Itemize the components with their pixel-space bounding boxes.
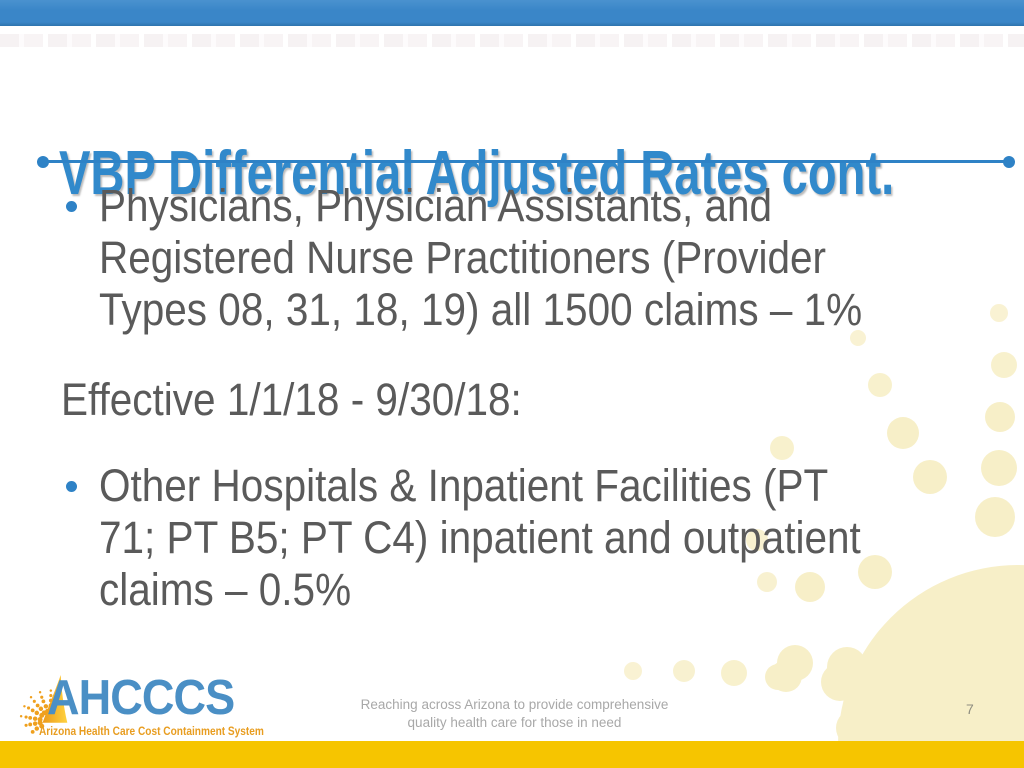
ahcccs-logo: AHCCCS Arizona Health Care Cost Containm… — [12, 670, 264, 742]
footer-mission-text: Reaching across Arizona to provide compr… — [360, 697, 669, 730]
bullet-item-physicians: Physicians, Physician Assistants, and Re… — [99, 180, 863, 335]
title-underline — [37, 156, 1015, 168]
sunburst-icon — [19, 674, 68, 734]
bullet-icon — [66, 481, 77, 492]
logo-tagline: Arizona Health Care Cost Containment Sys… — [39, 726, 264, 738]
header-texture-band — [0, 34, 1024, 47]
page-number: 7 — [966, 701, 974, 717]
logo-wordmark: AHCCCS — [47, 671, 235, 725]
bullet-icon — [66, 201, 77, 212]
effective-dates-line: Effective 1/1/18 - 9/30/18: — [61, 374, 522, 425]
slide-title: VBP Differential Adjusted Rates cont. — [59, 138, 895, 208]
bullet-item-hospitals: Other Hospitals & Inpatient Facilities (… — [99, 460, 861, 615]
underline-left-dot-icon — [37, 156, 49, 168]
top-accent-bar — [0, 0, 1024, 26]
bottom-accent-bar — [0, 741, 1024, 768]
underline-right-dot-icon — [1003, 156, 1015, 168]
